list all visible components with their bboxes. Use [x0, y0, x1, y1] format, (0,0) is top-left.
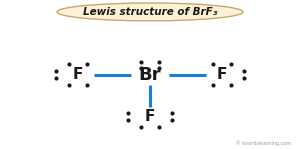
Text: © knordslearning.com: © knordslearning.com	[236, 140, 291, 146]
Text: Lewis structure of BrF₃: Lewis structure of BrF₃	[83, 7, 217, 17]
Text: F: F	[73, 67, 83, 82]
Text: F: F	[145, 109, 155, 124]
Ellipse shape	[57, 3, 243, 21]
Text: F: F	[217, 67, 227, 82]
Text: Br: Br	[139, 66, 161, 83]
